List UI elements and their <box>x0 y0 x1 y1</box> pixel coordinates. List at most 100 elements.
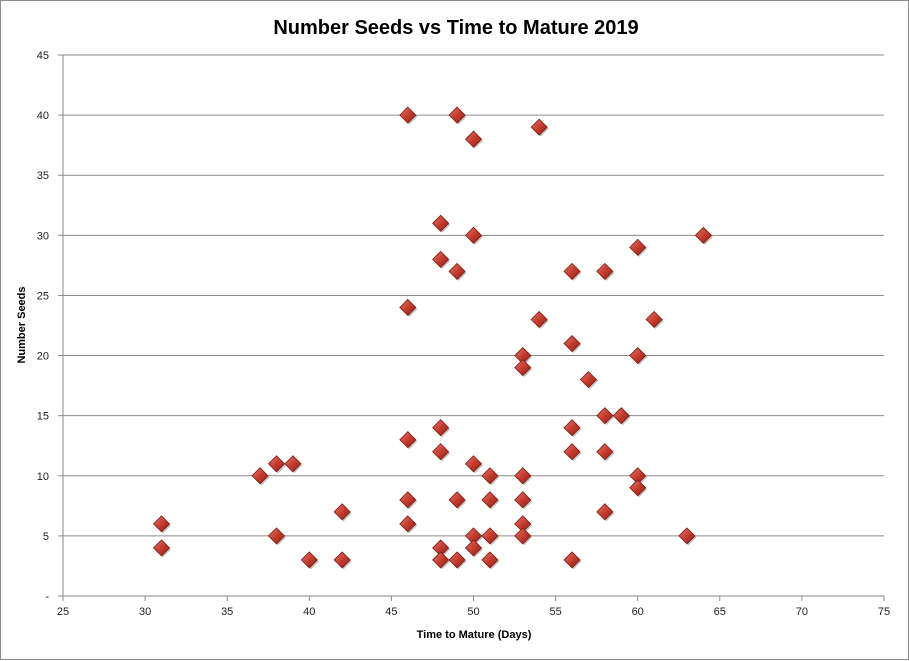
data-point-marker <box>530 310 548 329</box>
x-tick-label: 70 <box>796 606 808 618</box>
data-point <box>464 539 483 558</box>
data-point-marker <box>530 118 548 136</box>
data-point <box>399 515 418 534</box>
y-tick-label: 35 <box>37 170 49 182</box>
data-point <box>432 419 451 438</box>
y-tick-label: 10 <box>37 471 49 483</box>
data-point-marker <box>448 262 466 280</box>
x-tick-label: 55 <box>549 606 561 618</box>
y-tick-label: 25 <box>37 290 49 302</box>
data-point-marker <box>300 551 318 569</box>
data-point <box>530 310 549 329</box>
data-point <box>267 455 286 474</box>
data-point <box>563 334 582 354</box>
data-point-marker <box>399 491 417 509</box>
data-point-marker <box>563 443 581 461</box>
data-point-marker <box>596 443 614 461</box>
data-point <box>596 443 615 462</box>
data-point-marker <box>596 407 614 425</box>
data-point <box>694 226 713 245</box>
data-point-marker <box>399 298 417 317</box>
data-point-marker <box>152 539 171 557</box>
data-point <box>629 479 648 498</box>
data-point <box>514 491 533 510</box>
data-point <box>464 455 483 474</box>
data-point <box>481 467 500 486</box>
x-axis-label: Time to Mature (Days) <box>417 629 532 641</box>
data-point <box>612 407 631 426</box>
data-point <box>251 467 270 486</box>
data-point-marker <box>514 359 532 377</box>
data-point <box>448 262 467 281</box>
data-point-marker <box>432 419 450 437</box>
data-point-marker <box>481 527 499 545</box>
data-point <box>514 515 533 534</box>
data-point <box>448 551 467 570</box>
y-tick-label: 30 <box>37 230 49 242</box>
x-tick-label: 65 <box>714 606 726 618</box>
data-point-marker <box>432 551 450 569</box>
data-point-marker <box>448 106 466 124</box>
data-point <box>563 551 582 570</box>
data-point <box>448 491 467 510</box>
data-point-marker <box>563 334 581 353</box>
data-point-marker <box>694 226 712 244</box>
tick-labels: - 5 10 15 20 25 30 35 40 45 25 30 35 40 45 50 55 60 65 70 75 <box>37 50 890 618</box>
data-point <box>514 467 533 486</box>
y-tick-label: 40 <box>37 110 49 122</box>
y-tick-label: 20 <box>37 351 49 363</box>
data-point-marker <box>284 455 302 473</box>
data-point <box>300 551 319 570</box>
data-point <box>563 262 582 281</box>
x-tick-label: 50 <box>467 606 479 618</box>
data-point-marker <box>629 238 647 256</box>
data-point <box>629 346 648 366</box>
data-point <box>629 238 648 257</box>
data-point-marker <box>399 431 417 449</box>
data-point-marker <box>612 407 630 425</box>
data-point <box>481 491 500 510</box>
x-tick-label: 30 <box>139 606 151 618</box>
data-point-marker <box>596 503 614 521</box>
y-tick-label: 45 <box>37 50 49 62</box>
data-point <box>629 467 648 486</box>
data-point <box>432 539 451 558</box>
data-point-marker <box>432 214 450 232</box>
x-tick-label: 45 <box>385 606 397 618</box>
data-point-marker <box>678 527 696 545</box>
data-point-marker <box>448 491 466 509</box>
data-point <box>399 298 418 317</box>
data-point-marker <box>267 527 286 545</box>
data-point-marker <box>399 106 417 124</box>
data-point <box>432 443 451 462</box>
data-point-marker <box>464 539 483 557</box>
y-tick-label: 5 <box>43 531 49 543</box>
data-point <box>152 539 172 558</box>
data-point-marker <box>579 371 598 389</box>
data-point-marker <box>514 467 532 485</box>
x-tick-label: 75 <box>878 606 890 618</box>
data-point <box>596 262 615 281</box>
data-point-marker <box>645 310 663 329</box>
data-point <box>596 503 615 522</box>
data-point-marker <box>563 419 581 437</box>
data-point <box>432 250 451 269</box>
data-point <box>645 310 664 329</box>
y-tick-label: - <box>45 591 49 603</box>
data-point-marker <box>333 551 351 569</box>
data-point <box>267 527 286 546</box>
data-point <box>481 551 500 570</box>
x-tick-label: 60 <box>632 606 644 618</box>
data-point <box>579 371 598 390</box>
data-point-marker <box>464 455 483 473</box>
x-tick-label: 25 <box>57 606 69 618</box>
data-point <box>563 419 582 438</box>
data-point <box>448 106 467 125</box>
data-point-marker <box>629 346 647 365</box>
data-point-marker <box>432 443 450 461</box>
data-point <box>481 527 500 546</box>
data-point-marker <box>514 527 532 545</box>
data-point <box>399 491 418 510</box>
x-tick-label: 40 <box>303 606 315 618</box>
